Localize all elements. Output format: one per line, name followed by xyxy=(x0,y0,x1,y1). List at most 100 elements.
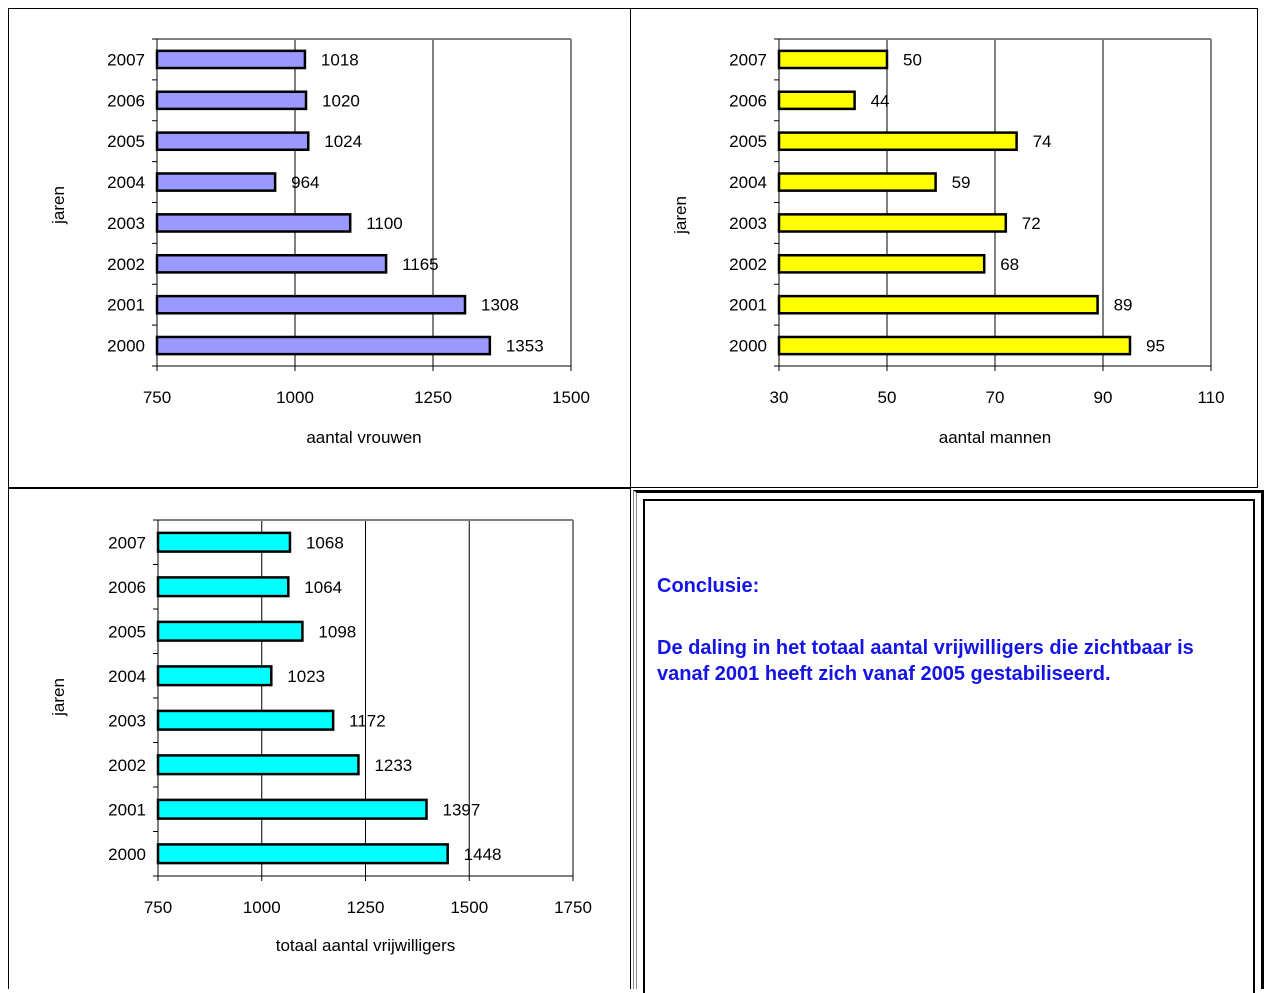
bar-value-label: 1233 xyxy=(374,756,412,775)
y-tick-label: 2006 xyxy=(108,578,146,597)
y-tick-label: 2003 xyxy=(107,214,145,233)
x-tick-label: 50 xyxy=(878,388,897,407)
y-tick-label: 2005 xyxy=(107,132,145,151)
y-axis-title: jaren xyxy=(49,186,68,225)
bar-2005 xyxy=(155,131,310,152)
bar-2003 xyxy=(155,213,352,233)
bar-2003 xyxy=(156,709,335,731)
bar-value-label: 1023 xyxy=(287,667,325,686)
x-tick-label: 1750 xyxy=(554,898,592,917)
x-tick-label: 70 xyxy=(986,388,1005,407)
bar-2000 xyxy=(155,335,492,356)
conclusion-panel: Conclusie: De daling in het totaal aanta… xyxy=(633,490,1264,993)
x-axis-title: aantal vrouwen xyxy=(306,428,421,447)
y-tick-label: 2001 xyxy=(107,296,145,315)
bar-2001 xyxy=(777,294,1099,315)
y-tick-label: 2004 xyxy=(729,173,767,192)
y-tick-label: 2004 xyxy=(107,173,145,192)
bar-2002 xyxy=(155,253,388,274)
y-tick-label: 2000 xyxy=(107,337,145,356)
y-tick-label: 2001 xyxy=(729,296,767,315)
panel-women-chart: 750 1000 1250 1500 1353 2000 1308 2001 1165 2002 1… xyxy=(8,8,631,488)
bar-2004 xyxy=(777,172,937,192)
y-tick-label: 2005 xyxy=(729,132,767,151)
bar-value-label: 1098 xyxy=(318,622,356,641)
y-tick-label: 2000 xyxy=(729,337,767,356)
bar-value-label: 1068 xyxy=(306,533,344,552)
bar-2000 xyxy=(777,335,1132,356)
y-tick-label: 2001 xyxy=(108,800,146,819)
chart-women: 750 1000 1250 1500 1353 2000 1308 2001 1165 2002 1… xyxy=(49,38,590,447)
chart-total: 750 1000 1250 1500 1750 1448 2000 1397 2001 1233 2… xyxy=(49,519,592,955)
bar-2003 xyxy=(777,213,1008,233)
y-tick-label: 2002 xyxy=(108,756,146,775)
bar-2006 xyxy=(777,90,856,111)
y-axis-title: jaren xyxy=(671,196,690,235)
y-tick-label: 2007 xyxy=(107,50,145,69)
bar-2006 xyxy=(155,90,308,111)
x-tick-label: 750 xyxy=(143,388,171,407)
conclusion-heading: Conclusie: xyxy=(657,575,760,597)
bar-value-label: 1308 xyxy=(481,296,519,315)
conclusion-body: De daling in het totaal aantal vrijwilli… xyxy=(657,637,1194,685)
y-tick-label: 2007 xyxy=(729,50,767,69)
bar-2002 xyxy=(777,253,986,274)
bar-value-label: 1172 xyxy=(349,711,386,730)
bar-2004 xyxy=(156,665,273,687)
y-tick-label: 2004 xyxy=(108,667,146,686)
bar-value-label: 1100 xyxy=(366,214,403,233)
bar-value-label: 964 xyxy=(291,173,319,192)
x-tick-label: 110 xyxy=(1197,388,1224,407)
bar-2007 xyxy=(156,531,292,553)
x-tick-label: 750 xyxy=(144,898,172,917)
bar-2001 xyxy=(156,798,428,820)
bar-value-label: 95 xyxy=(1146,337,1165,356)
panel-men-chart: 30 50 70 90 110 95 2000 89 2001 68 2002 72 2003 59 200… xyxy=(630,8,1258,488)
x-tick-label: 1500 xyxy=(552,388,590,407)
y-tick-label: 2000 xyxy=(108,845,146,864)
bar-value-label: 68 xyxy=(1000,255,1019,274)
x-tick-label: 1500 xyxy=(450,898,488,917)
bar-2007 xyxy=(155,49,307,70)
bar-value-label: 89 xyxy=(1114,296,1133,315)
x-axis-title: totaal aantal vrijwilligers xyxy=(276,936,456,955)
x-tick-label: 30 xyxy=(770,388,789,407)
bar-value-label: 50 xyxy=(903,50,922,69)
bar-2000 xyxy=(156,843,449,865)
bar-value-label: 1353 xyxy=(506,337,544,356)
y-tick-label: 2002 xyxy=(729,255,767,274)
x-tick-label: 90 xyxy=(1094,388,1113,407)
y-tick-label: 2002 xyxy=(107,255,145,274)
bar-value-label: 1397 xyxy=(443,800,481,819)
y-tick-label: 2006 xyxy=(729,91,767,110)
bar-value-label: 1020 xyxy=(322,91,360,110)
y-axis-title: jaren xyxy=(49,678,68,717)
bar-2001 xyxy=(155,294,467,315)
y-tick-label: 2003 xyxy=(108,711,146,730)
bar-2006 xyxy=(156,576,290,598)
y-tick-label: 2005 xyxy=(108,622,146,641)
bar-value-label: 1018 xyxy=(321,50,359,69)
bar-value-label: 1165 xyxy=(402,255,439,274)
conclusion-frame: Conclusie: De daling in het totaal aanta… xyxy=(643,499,1255,993)
bar-value-label: 1448 xyxy=(464,845,502,864)
bar-2005 xyxy=(777,131,1018,152)
bar-2007 xyxy=(777,49,889,70)
x-axis-title: aantal mannen xyxy=(939,428,1051,447)
bar-value-label: 44 xyxy=(871,91,890,110)
y-tick-label: 2007 xyxy=(108,533,146,552)
panel-total-chart: 750 1000 1250 1500 1750 1448 2000 1397 2001 1233 2… xyxy=(8,488,631,989)
x-tick-label: 1250 xyxy=(347,898,385,917)
x-tick-label: 1250 xyxy=(414,388,452,407)
bar-2005 xyxy=(156,620,304,642)
bar-value-label: 1024 xyxy=(324,132,362,151)
y-tick-label: 2003 xyxy=(729,214,767,233)
bar-2004 xyxy=(155,172,277,192)
bar-value-label: 74 xyxy=(1033,132,1052,151)
x-tick-label: 1000 xyxy=(243,898,281,917)
bar-2002 xyxy=(156,754,360,776)
x-tick-label: 1000 xyxy=(276,388,314,407)
y-tick-label: 2006 xyxy=(107,91,145,110)
bar-value-label: 72 xyxy=(1022,214,1041,233)
bar-value-label: 59 xyxy=(952,173,971,192)
